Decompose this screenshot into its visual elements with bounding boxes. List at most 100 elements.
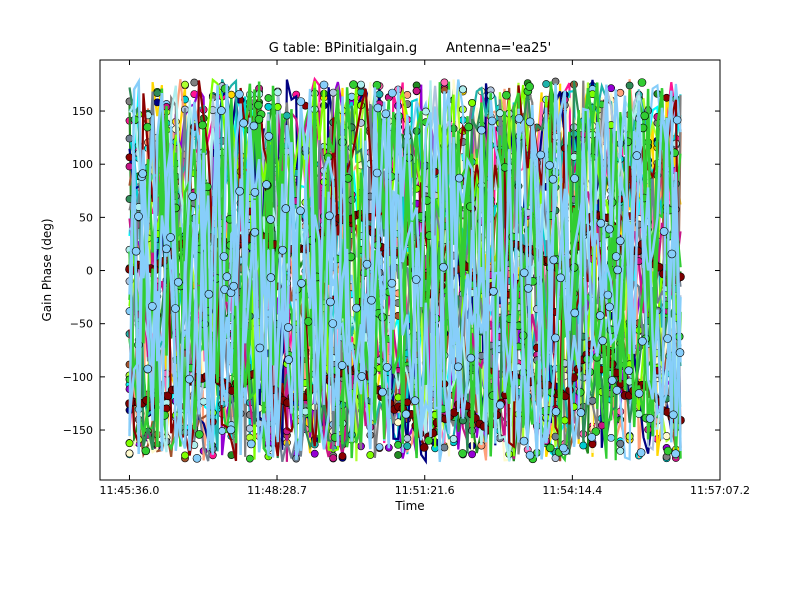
data-point xyxy=(560,416,569,425)
data-point xyxy=(235,186,244,196)
series-line xyxy=(128,84,682,460)
data-point xyxy=(525,450,535,460)
data-point xyxy=(181,451,189,460)
data-point xyxy=(551,407,561,416)
data-point xyxy=(596,218,606,228)
data-point xyxy=(403,434,412,443)
data-point xyxy=(636,448,646,457)
data-point xyxy=(607,84,615,93)
data-point xyxy=(328,319,338,328)
data-point xyxy=(667,249,677,259)
data-point xyxy=(468,450,476,459)
data-point xyxy=(199,397,208,406)
data-point xyxy=(325,211,334,221)
data-point xyxy=(624,366,634,376)
data-point xyxy=(254,115,264,124)
y-tick-label: −50 xyxy=(70,318,93,331)
data-point xyxy=(162,404,171,413)
data-point xyxy=(394,418,402,427)
data-point xyxy=(171,304,180,313)
data-point xyxy=(663,446,673,456)
y-tick-label: 150 xyxy=(72,105,93,118)
data-point xyxy=(366,451,375,459)
data-point xyxy=(190,78,199,87)
data-point xyxy=(218,426,226,435)
data-point xyxy=(458,449,467,458)
x-axis-label: Time xyxy=(394,499,424,513)
data-point xyxy=(372,80,382,90)
data-point xyxy=(576,408,586,417)
data-point xyxy=(632,151,642,160)
y-tick-label: 100 xyxy=(72,158,93,171)
data-point xyxy=(357,372,367,381)
data-point xyxy=(645,414,655,423)
data-point xyxy=(326,297,335,307)
data-point xyxy=(607,376,617,385)
data-point xyxy=(403,442,412,450)
data-point xyxy=(337,361,347,370)
data-point xyxy=(464,122,474,132)
data-point xyxy=(125,439,134,448)
data-point xyxy=(411,275,421,284)
data-point xyxy=(134,212,143,221)
data-point xyxy=(283,323,293,332)
data-point xyxy=(235,89,244,99)
data-point xyxy=(249,121,259,131)
data-point xyxy=(166,233,175,242)
data-point xyxy=(424,436,434,445)
data-point xyxy=(222,272,232,282)
data-point xyxy=(219,252,229,261)
data-point xyxy=(372,168,382,178)
x-tick-label: 11:57:07.2 xyxy=(690,484,750,497)
data-point xyxy=(616,446,625,455)
data-point xyxy=(588,396,597,405)
data-point xyxy=(148,301,157,311)
data-point xyxy=(453,362,463,372)
data-point xyxy=(449,435,458,443)
data-point xyxy=(338,452,347,460)
data-point xyxy=(536,150,546,160)
data-point xyxy=(672,115,682,125)
y-tick-label: 50 xyxy=(79,211,93,224)
data-point xyxy=(387,278,397,288)
data-point xyxy=(635,410,643,418)
data-point xyxy=(634,389,644,398)
data-point xyxy=(394,440,402,449)
data-point xyxy=(382,362,392,372)
data-point xyxy=(245,454,254,463)
data-point xyxy=(545,443,555,453)
data-point xyxy=(264,132,274,141)
data-point xyxy=(514,114,524,123)
data-point xyxy=(226,425,236,435)
data-point xyxy=(185,374,194,384)
data-point xyxy=(612,385,622,395)
data-point xyxy=(192,453,202,463)
data-point xyxy=(281,204,291,213)
data-point xyxy=(440,78,449,87)
data-point xyxy=(519,268,529,278)
data-point xyxy=(130,115,140,125)
data-point xyxy=(659,227,669,236)
data-point xyxy=(542,80,551,88)
data-point xyxy=(373,103,383,113)
data-point xyxy=(559,443,568,453)
data-point xyxy=(204,289,214,299)
data-point xyxy=(570,174,579,183)
data-point xyxy=(125,449,134,458)
data-point xyxy=(264,94,273,102)
data-point xyxy=(239,118,248,128)
data-point xyxy=(266,273,276,282)
data-point xyxy=(375,443,384,451)
data-point xyxy=(174,277,183,287)
data-point xyxy=(613,265,623,275)
y-tick-label: −100 xyxy=(63,371,93,384)
data-point xyxy=(264,102,273,111)
data-point xyxy=(394,451,402,459)
data-point xyxy=(616,88,625,97)
data-point xyxy=(403,91,412,99)
data-point xyxy=(523,283,533,293)
data-point xyxy=(329,88,338,97)
data-point xyxy=(551,333,560,343)
data-point xyxy=(262,180,271,189)
data-point xyxy=(662,93,671,102)
